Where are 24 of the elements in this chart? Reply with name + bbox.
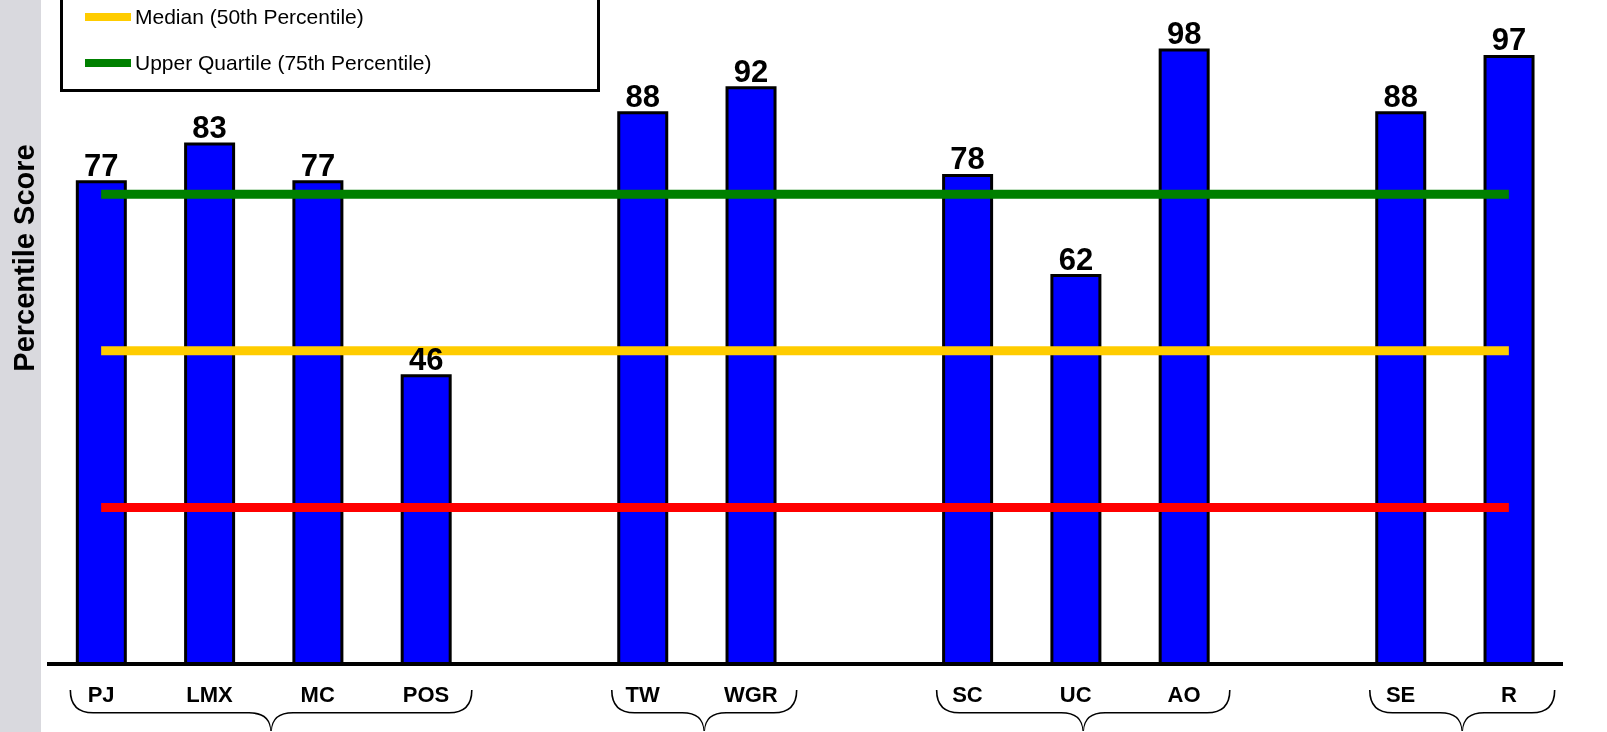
x-tick-label: AO [1167, 681, 1201, 707]
data-label: 83 [192, 110, 227, 146]
data-label: 77 [84, 147, 119, 183]
x-tick-label: TW [625, 681, 660, 707]
x-tick-label: SC [952, 681, 983, 707]
data-label: 62 [1058, 241, 1094, 277]
x-tick-label: MC [300, 681, 335, 707]
legend-label: Upper Quartile (75th Percentile) [135, 51, 432, 75]
data-label: 88 [625, 78, 660, 114]
x-tick-label: R [1500, 681, 1517, 707]
data-label: 78 [950, 141, 985, 177]
data-label: 88 [1383, 78, 1418, 114]
y-axis-title: Percentile Score [7, 144, 41, 372]
legend-label: Median (50th Percentile) [135, 5, 364, 29]
x-tick-label: PJ [87, 681, 115, 707]
x-tick-label: WGR [723, 681, 778, 707]
data-label: 77 [300, 147, 336, 183]
x-tick-label: LMX [186, 681, 233, 707]
data-label: 92 [733, 53, 769, 89]
data-label: 97 [1491, 22, 1527, 58]
x-tick-label: UC [1059, 681, 1092, 707]
x-tick-label: POS [402, 681, 450, 707]
data-label: 98 [1166, 16, 1202, 52]
x-tick-label: SE [1385, 681, 1416, 707]
